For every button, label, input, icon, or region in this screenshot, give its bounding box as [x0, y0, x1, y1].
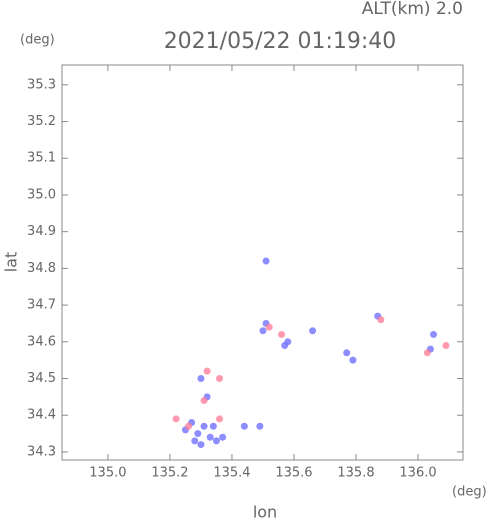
echo-point: [256, 422, 264, 430]
echo-point: [194, 430, 202, 438]
y-tick-label: 34.4: [27, 408, 56, 423]
x-tick-label: 135.2: [151, 466, 188, 481]
echo-point: [423, 349, 431, 357]
y-tick-label: 35.0: [27, 187, 56, 202]
y-tick-label: 35.1: [27, 151, 56, 166]
echo-point: [200, 422, 208, 430]
echo-point: [216, 375, 224, 383]
altitude-label: ALT(km) 2.0: [362, 0, 463, 19]
y-unit: (deg): [20, 33, 55, 48]
x-tick-label: 135.8: [337, 466, 374, 481]
y-tick-label: 34.9: [27, 224, 56, 239]
x-tick-label: 135.4: [213, 466, 250, 481]
echo-point: [284, 338, 292, 346]
echo-point: [212, 437, 220, 445]
echo-point: [262, 257, 270, 265]
y-axis-label: lat: [2, 252, 21, 273]
echo-point: [200, 397, 208, 405]
x-axis-label: lon: [253, 503, 277, 521]
plot-frame: [61, 64, 464, 461]
echo-point: [216, 415, 224, 423]
echo-point: [309, 327, 317, 335]
echo-point: [203, 367, 211, 375]
y-tick-label: 35.3: [27, 77, 56, 92]
echo-point: [265, 323, 273, 331]
echo-point: [197, 375, 205, 383]
echo-point: [377, 316, 385, 324]
echo-point: [430, 330, 438, 338]
y-tick-label: 34.3: [27, 444, 56, 459]
echo-point: [349, 356, 357, 364]
echo-point: [442, 341, 450, 349]
echo-point: [259, 327, 267, 335]
x-unit: (deg): [452, 485, 487, 500]
echo-point: [343, 349, 351, 357]
chart-title: 2021/05/22 01:19:40: [164, 29, 397, 54]
echo-point: [240, 422, 248, 430]
echo-point: [191, 437, 199, 445]
echo-point: [278, 330, 286, 338]
echo-point: [206, 433, 214, 441]
echo-point: [219, 433, 227, 441]
y-tick-label: 34.6: [27, 334, 56, 349]
echo-point: [172, 415, 180, 423]
echo-point: [209, 422, 217, 430]
y-tick-label: 35.2: [27, 114, 56, 129]
x-tick-label: 135.6: [275, 466, 312, 481]
x-tick-label: 135.0: [89, 466, 126, 481]
echo-point: [185, 422, 193, 430]
x-tick-label: 136.0: [399, 466, 436, 481]
y-tick-label: 34.5: [27, 371, 56, 386]
echo-point: [197, 441, 205, 449]
y-tick-label: 34.8: [27, 261, 56, 276]
y-tick-label: 34.7: [27, 298, 56, 313]
